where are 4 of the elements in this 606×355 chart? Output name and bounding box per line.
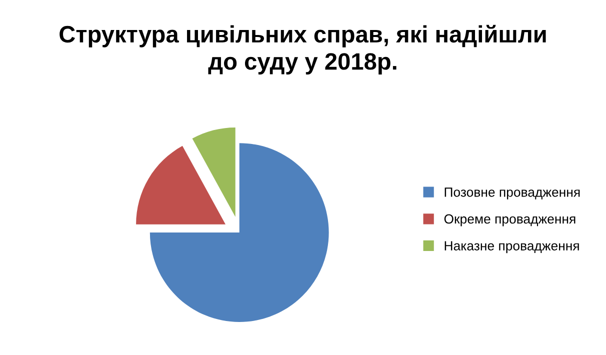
legend-label: Окреме провадження — [444, 214, 576, 226]
chart-title: Структура цивільних справ, які надійшли до суду у 2018р. — [60, 24, 546, 74]
legend-label: Наказне провадження — [444, 241, 579, 254]
legend-label: Позовне провадження — [444, 188, 580, 200]
